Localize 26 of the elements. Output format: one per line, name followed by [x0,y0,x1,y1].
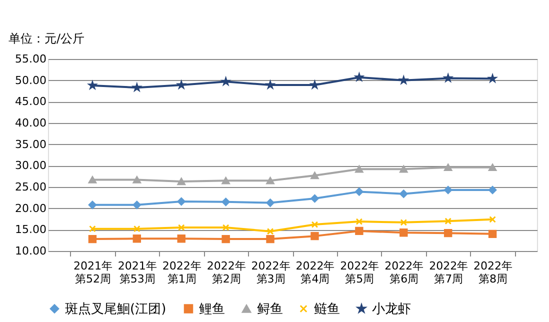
legend-label: 鲢鱼 [314,302,340,317]
x-tick-label: 2022年第6周 [384,260,424,286]
x-tick-label: 2022年第2周 [206,260,246,286]
x-tick-label: 2022年第8周 [474,260,513,286]
y-tick-label: 45.00 [15,95,46,108]
legend-label: 斑点叉尾鮰(江团) [65,302,166,317]
x-tick-label: 2022年第7周 [429,260,468,286]
legend-label: 鲤鱼 [199,302,225,317]
y-tick-label: 35.00 [15,138,46,151]
y-axis-title: 单位：元/公斤 [8,32,85,46]
y-tick-label: 20.00 [15,202,46,215]
y-tick-label: 30.00 [15,159,46,172]
legend-label: 鲟鱼 [257,302,283,317]
x-tick-label: 2022年第1周 [162,260,202,286]
y-tick-label: 10.00 [15,244,46,258]
y-tick-label: 25.00 [15,180,46,194]
x-tick-label: 2022年第5周 [340,260,380,286]
y-tick-label: 15.00 [15,223,46,236]
legend-label: 小龙虾 [372,302,411,317]
x-tick-label: 2022年第4周 [296,260,335,286]
y-tick-label: 55.00 [15,52,46,66]
y-tick-label: 40.00 [15,116,46,130]
x-tick-label: 2021年第52周 [73,260,112,286]
x-tick-label: 2022年第3周 [251,260,290,286]
y-tick-label: 50.00 [15,74,46,87]
x-tick-label: 2021年第53周 [118,260,157,286]
